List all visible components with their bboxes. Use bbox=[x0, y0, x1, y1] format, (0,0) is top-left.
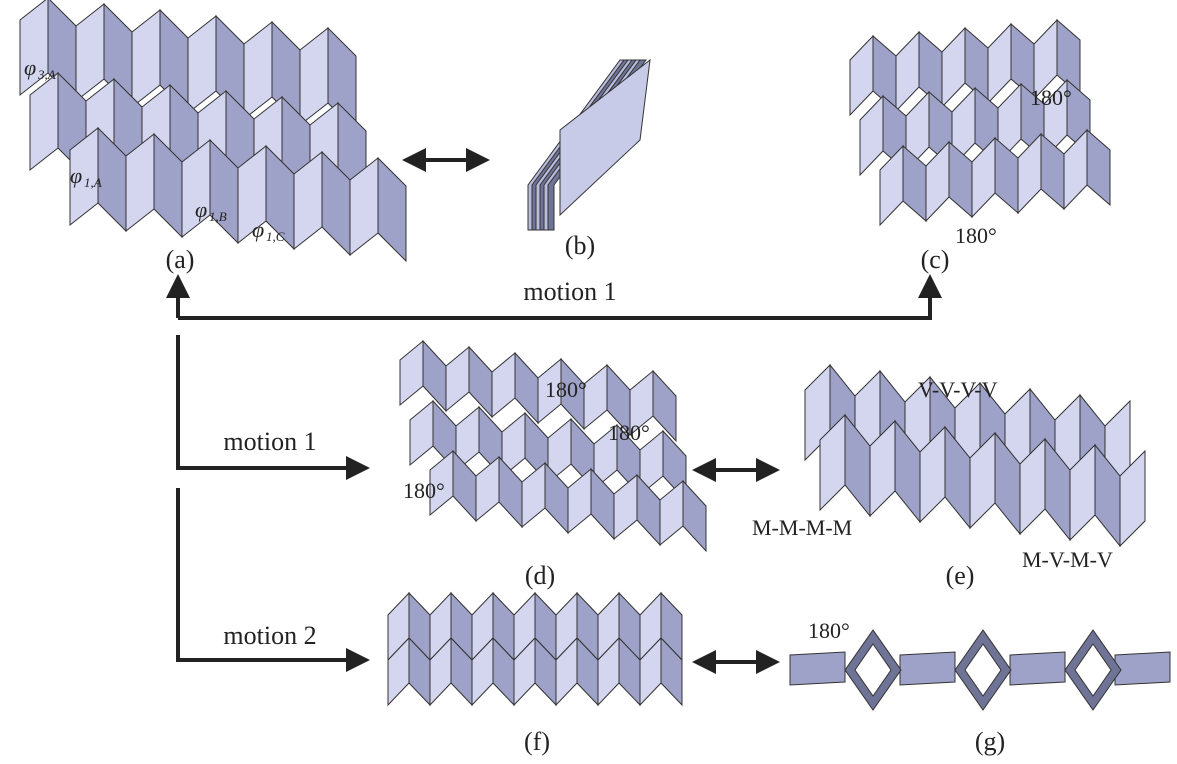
fold-panel bbox=[1010, 652, 1065, 685]
fold-panel bbox=[76, 4, 104, 101]
panel-label: (c) bbox=[921, 245, 950, 274]
fold-panel bbox=[900, 652, 955, 685]
panel-label: (g) bbox=[975, 727, 1005, 756]
angle-subscript: 1,A bbox=[84, 175, 102, 190]
pattern-label: V-V-V-V bbox=[918, 377, 998, 402]
fold-panel bbox=[683, 481, 706, 551]
angle-subscript: 1,B bbox=[209, 209, 227, 224]
fold-panel bbox=[1087, 130, 1110, 205]
fold-panel bbox=[522, 463, 545, 527]
angle-subscript: 1,C bbox=[266, 229, 285, 244]
angle-label: 180° bbox=[545, 377, 587, 402]
pattern-label: M-V-M-V bbox=[1022, 547, 1113, 572]
fold-panel bbox=[1115, 652, 1170, 685]
fold-panel bbox=[896, 32, 919, 111]
fold-panel bbox=[949, 142, 972, 217]
fold-panel bbox=[660, 481, 683, 545]
angle-label: 180° bbox=[608, 420, 650, 445]
panel-label: (d) bbox=[525, 561, 555, 590]
fold-panel bbox=[850, 36, 873, 115]
angle-label: 180° bbox=[955, 223, 997, 248]
fold-panel bbox=[378, 158, 406, 261]
fold-panel bbox=[132, 10, 160, 107]
panel-label: (a) bbox=[166, 245, 195, 274]
panel-label: (e) bbox=[946, 561, 975, 590]
fold-panel bbox=[995, 138, 1018, 213]
fold-panel bbox=[860, 96, 883, 175]
fold-panel bbox=[469, 347, 492, 417]
origami-shapes bbox=[20, 0, 1170, 710]
fold-panel bbox=[30, 73, 58, 170]
panel-label: (b) bbox=[565, 231, 595, 260]
fold-panel bbox=[188, 16, 216, 113]
fold-panel bbox=[568, 469, 591, 533]
fold-panel bbox=[1041, 134, 1064, 209]
angle-symbol: φ bbox=[24, 55, 36, 80]
fold-panel bbox=[1018, 134, 1041, 213]
fold-panel bbox=[988, 24, 1011, 103]
fold-panel bbox=[584, 365, 607, 429]
motion-label: motion 1 bbox=[223, 427, 316, 456]
fold-panel bbox=[614, 475, 637, 539]
fold-panel bbox=[903, 146, 926, 221]
fold-panel bbox=[400, 341, 423, 405]
fold-panel bbox=[1064, 130, 1087, 209]
fold-panel bbox=[880, 146, 903, 225]
fold-panel bbox=[476, 457, 499, 521]
fold-panel bbox=[942, 28, 965, 107]
fold-panel bbox=[492, 353, 515, 417]
fold-panel bbox=[410, 401, 433, 465]
fold-panel bbox=[790, 652, 845, 685]
angle-subscript: 3,A bbox=[37, 67, 56, 82]
fold-panel bbox=[515, 353, 538, 423]
fold-panel bbox=[244, 22, 272, 119]
angle-label: 180° bbox=[403, 478, 445, 503]
angle-symbol: φ bbox=[252, 217, 264, 242]
angle-label: 180° bbox=[1030, 85, 1072, 110]
panel-label: (f) bbox=[524, 727, 550, 756]
fold-panel bbox=[972, 138, 995, 217]
figure: (a) (b) (c) (d) (e) (f) (g) motion 1 mot… bbox=[0, 0, 1177, 764]
fold-panel bbox=[300, 28, 328, 125]
fold-panel bbox=[423, 341, 446, 411]
angle-symbol: φ bbox=[70, 163, 82, 188]
motion-label: motion 1 bbox=[523, 277, 616, 306]
fold-panel bbox=[446, 347, 469, 411]
fold-panel bbox=[926, 142, 949, 221]
fold-panel bbox=[653, 371, 676, 441]
angle-symbol: φ bbox=[195, 197, 207, 222]
angle-label: 180° bbox=[808, 618, 850, 643]
motion-label: motion 2 bbox=[223, 621, 316, 650]
pattern-label: M-M-M-M bbox=[752, 515, 852, 540]
